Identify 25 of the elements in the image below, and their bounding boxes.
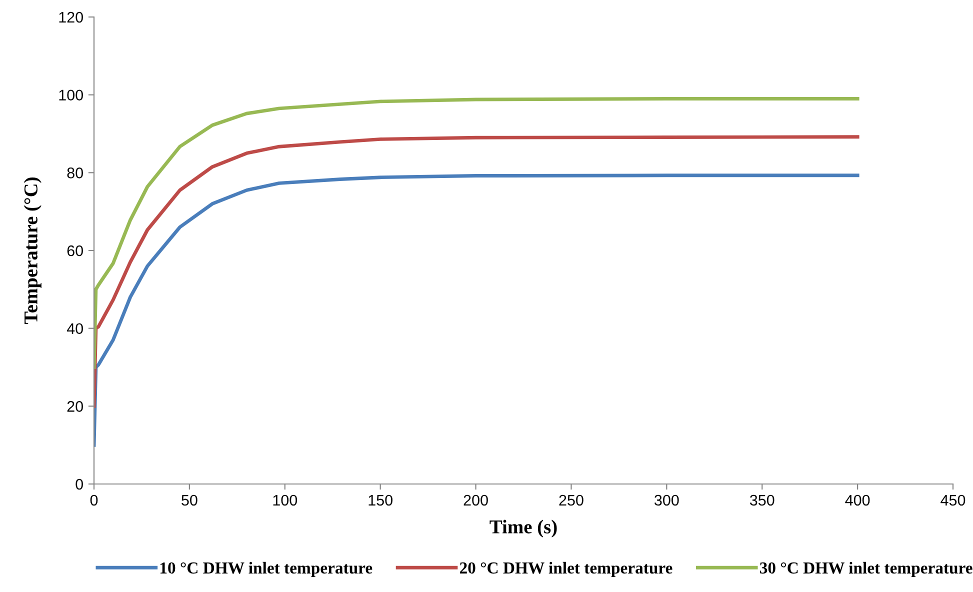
y-tick-label: 60	[67, 245, 83, 256]
line-series	[94, 135, 860, 408]
x-axis-title: Time (s)	[490, 520, 557, 538]
y-tick-label: 80	[67, 168, 83, 178]
x-tick-label: 450	[940, 494, 966, 506]
legend-label: 10 °C DHW inlet temperature	[160, 562, 372, 577]
x-tick-label: 400	[845, 494, 870, 506]
x-tick-label: 250	[559, 494, 584, 506]
y-tick-label: 0	[76, 478, 83, 490]
line-series	[94, 96, 860, 369]
legend-label: 30 °C DHW inlet temperature	[760, 562, 972, 577]
x-tick-label: 50	[182, 494, 198, 506]
legend-label: 20 °C DHW inlet temperature	[460, 562, 672, 577]
x-tick-label: 200	[464, 494, 488, 506]
line-series	[94, 174, 860, 447]
x-tick-label: 0	[90, 494, 98, 506]
y-axis-title: Temperature (°C)	[24, 178, 42, 324]
x-tick-label: 150	[368, 494, 392, 506]
x-tick-label: 100	[273, 494, 298, 506]
x-tick-label: 350	[750, 494, 774, 506]
y-tick-label: 100	[59, 90, 83, 101]
y-tick-label: 120	[59, 12, 83, 23]
y-tick-label: 20	[67, 401, 83, 412]
x-tick-label: 300	[654, 494, 679, 506]
y-tick-label: 40	[66, 323, 83, 334]
